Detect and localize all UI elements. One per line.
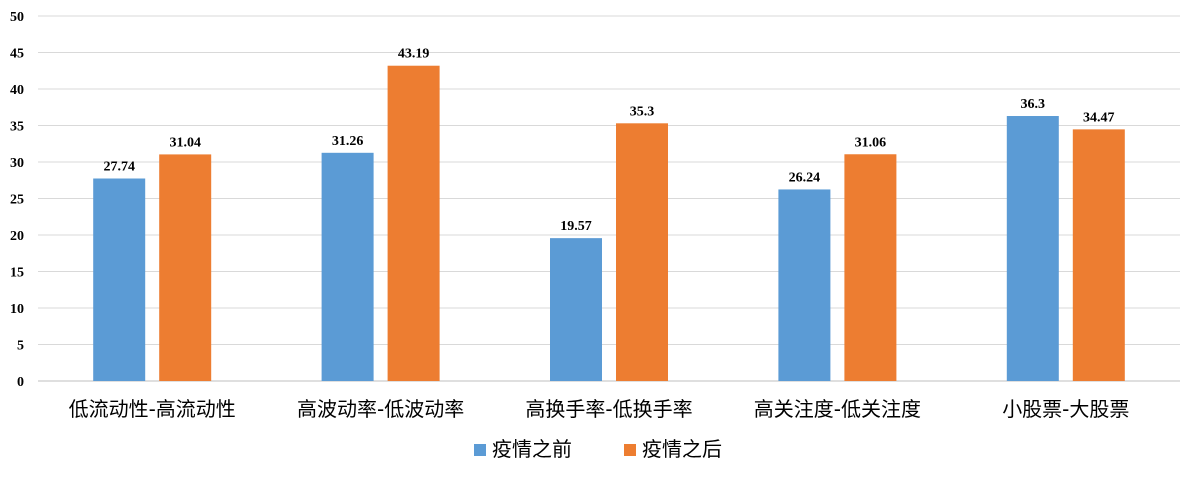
- y-tick-label: 35: [10, 120, 24, 135]
- y-axis-ticks: 0 5 10 15 20 25 30 35 40 45 50: [10, 10, 24, 390]
- bar-series1-cat4: [1072, 129, 1125, 381]
- data-label: 34.47: [1083, 110, 1115, 125]
- y-tick-label: 15: [10, 266, 24, 281]
- y-tick-label: 50: [10, 10, 24, 25]
- x-category-label: 高关注度-低关注度: [754, 397, 921, 421]
- legend-label: 疫情之前: [492, 437, 572, 461]
- gridlines: [38, 15, 1180, 382]
- data-label: 31.06: [855, 135, 887, 150]
- y-tick-label: 30: [10, 156, 24, 171]
- bar-series0-cat0: [93, 178, 146, 381]
- y-tick-label: 25: [10, 193, 24, 208]
- legend-swatch: [624, 444, 636, 456]
- legend-swatch: [474, 444, 486, 456]
- bar-series0-cat1: [321, 152, 374, 381]
- y-tick-label: 0: [17, 375, 24, 390]
- data-label: 27.74: [103, 159, 135, 174]
- data-label: 36.3: [1021, 97, 1046, 112]
- x-category-label: 低流动性-高流动性: [69, 397, 236, 421]
- y-tick-label: 20: [10, 229, 24, 244]
- x-category-label: 高波动率-低波动率: [297, 397, 464, 421]
- bar-series0-cat3: [778, 189, 831, 381]
- data-label: 35.3: [630, 104, 655, 119]
- data-labels: 27.74 31.04 31.26 43.19 19.57 35.3 26.24 31.06 3…: [103, 47, 1114, 234]
- legend-label: 疫情之后: [642, 437, 722, 461]
- x-category-label: 高换手率-低换手率: [525, 397, 692, 421]
- data-label: 31.26: [332, 134, 364, 149]
- data-label: 19.57: [560, 219, 592, 234]
- y-tick-label: 40: [10, 83, 24, 98]
- data-label: 43.19: [398, 47, 430, 62]
- x-category-label: 小股票-大股票: [1002, 397, 1129, 421]
- bar-series1-cat1: [387, 65, 440, 381]
- bar-series1-cat2: [616, 123, 668, 381]
- bar-series1-cat3: [844, 154, 897, 381]
- data-label: 26.24: [789, 170, 821, 185]
- bar-series0-cat4: [1006, 116, 1059, 381]
- bars: [93, 65, 1125, 381]
- y-tick-label: 45: [10, 47, 24, 62]
- y-tick-label: 10: [10, 302, 24, 317]
- bar-series1-cat0: [159, 154, 212, 381]
- bar-series0-cat2: [550, 238, 602, 381]
- data-label: 31.04: [169, 135, 201, 150]
- x-axis-categories: 低流动性-高流动性 高波动率-低波动率 高换手率-低换手率 高关注度-低关注度 小股票-…: [69, 397, 1130, 421]
- y-tick-label: 5: [17, 339, 24, 354]
- legend: 疫情之前 疫情之后: [474, 437, 722, 461]
